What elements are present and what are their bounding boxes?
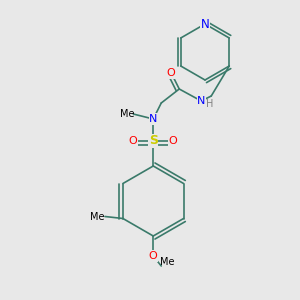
Text: Me: Me bbox=[120, 109, 134, 119]
Text: O: O bbox=[149, 251, 158, 261]
Text: O: O bbox=[129, 136, 138, 146]
Text: N: N bbox=[149, 114, 158, 124]
Text: N: N bbox=[197, 96, 206, 106]
Text: N: N bbox=[201, 17, 209, 31]
Text: Me: Me bbox=[90, 212, 104, 221]
Text: Me: Me bbox=[160, 257, 175, 267]
Text: S: S bbox=[149, 134, 158, 148]
Text: H: H bbox=[206, 99, 213, 109]
Text: O: O bbox=[169, 136, 178, 146]
Text: O: O bbox=[167, 68, 176, 78]
